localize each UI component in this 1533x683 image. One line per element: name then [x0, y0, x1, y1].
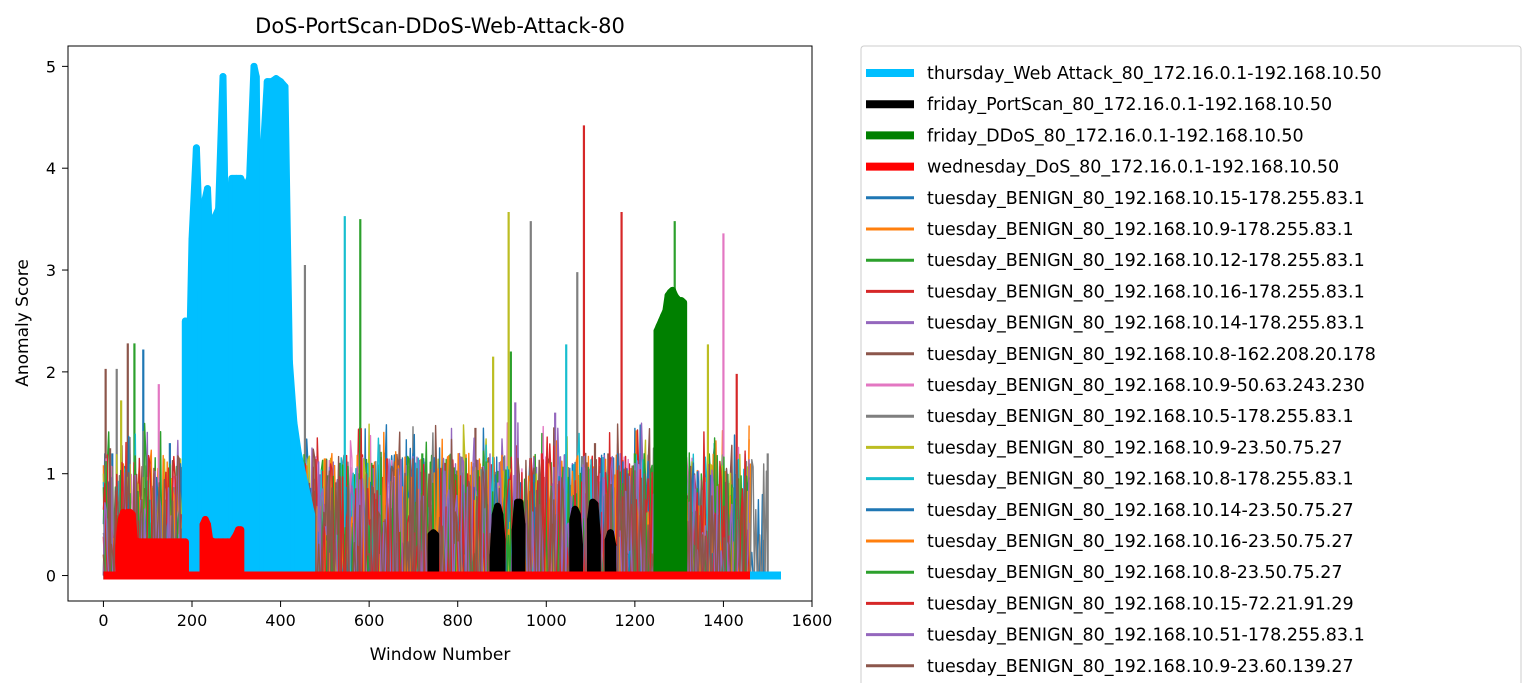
legend-label: thursday_Web Attack_80_172.16.0.1-192.16…: [927, 64, 1382, 84]
y-axis-ticks: 0 1 2 3 4 5: [46, 57, 68, 586]
legend-entry: tuesday_BENIGN_80_192.168.10.16-178.255.…: [866, 282, 1365, 302]
legend-entry: friday_PortScan_80_172.16.0.1-192.168.10…: [866, 95, 1332, 115]
y-tick-label: 2: [46, 363, 56, 382]
legend-entry: tuesday_BENIGN_80_192.168.10.15-72.21.91…: [866, 594, 1354, 614]
plot-area: [102, 62, 781, 580]
legend-entry: tuesday_BENIGN_80_192.168.10.14-178.255.…: [866, 314, 1365, 334]
y-axis-label: Anomaly Score: [13, 259, 33, 387]
legend-label: tuesday_BENIGN_80_192.168.10.8-23.50.75.…: [927, 563, 1342, 583]
legend-entry: tuesday_BENIGN_80_192.168.10.51-178.255.…: [866, 626, 1365, 646]
legend-entry: tuesday_BENIGN_80_192.168.10.9-23.50.75.…: [866, 438, 1342, 458]
legend-label: tuesday_BENIGN_80_192.168.10.9-23.60.139…: [927, 657, 1354, 677]
x-tick-label: 1200: [614, 611, 655, 630]
legend-entry: tuesday_BENIGN_80_192.168.10.9-50.63.243…: [866, 376, 1365, 396]
legend-entry: tuesday_BENIGN_80_192.168.10.8-23.50.75.…: [866, 563, 1342, 583]
y-tick-label: 4: [46, 159, 56, 178]
x-tick-label: 1400: [703, 611, 744, 630]
legend-entry: friday_DDoS_80_172.16.0.1-192.168.10.50: [866, 126, 1304, 146]
chart-title: DoS-PortScan-DDoS-Web-Attack-80: [255, 14, 625, 38]
legend-label: tuesday_BENIGN_80_192.168.10.14-178.255.…: [927, 314, 1365, 334]
legend-entry: thursday_Web Attack_80_172.16.0.1-192.16…: [866, 64, 1382, 84]
legend-entry: tuesday_BENIGN_80_192.168.10.14-23.50.75…: [866, 501, 1354, 521]
legend-entry: tuesday_BENIGN_80_192.168.10.15-178.255.…: [866, 189, 1365, 209]
legend-label: tuesday_BENIGN_80_192.168.10.15-72.21.91…: [927, 594, 1354, 614]
legend-label: tuesday_BENIGN_80_192.168.10.51-178.255.…: [927, 626, 1365, 646]
x-axis-label: Window Number: [370, 645, 511, 665]
legend-label: tuesday_BENIGN_80_192.168.10.14-23.50.75…: [927, 501, 1354, 521]
x-tick-label: 200: [177, 611, 208, 630]
x-tick-label: 600: [354, 611, 385, 630]
legend-label: tuesday_BENIGN_80_192.168.10.15-178.255.…: [927, 189, 1365, 209]
legend: thursday_Web Attack_80_172.16.0.1-192.16…: [860, 45, 1522, 683]
x-tick-label: 0: [98, 611, 108, 630]
y-tick-label: 0: [46, 567, 56, 586]
x-tick-label: 1600: [792, 611, 833, 630]
legend-entry: tuesday_BENIGN_80_192.168.10.16-23.50.75…: [866, 532, 1354, 552]
x-axis-ticks: 0 200 400 600 800 1000 1200 1400 1600: [98, 601, 832, 630]
y-tick-label: 5: [46, 57, 56, 76]
legend-frame: [860, 45, 1522, 683]
y-tick-label: 3: [46, 261, 56, 280]
legend-entry: tuesday_BENIGN_80_192.168.10.8-178.255.8…: [866, 470, 1354, 490]
x-tick-label: 800: [442, 611, 473, 630]
legend-entry: tuesday_BENIGN_80_192.168.10.5-178.255.8…: [866, 407, 1354, 427]
legend-label: tuesday_BENIGN_80_192.168.10.9-178.255.8…: [927, 220, 1354, 240]
legend-label: tuesday_BENIGN_80_192.168.10.16-23.50.75…: [927, 532, 1354, 552]
legend-entry: wednesday_DoS_80_172.16.0.1-192.168.10.5…: [866, 158, 1339, 178]
legend-label: tuesday_BENIGN_80_192.168.10.16-178.255.…: [927, 282, 1365, 302]
legend-label: tuesday_BENIGN_80_192.168.10.9-50.63.243…: [927, 376, 1365, 396]
legend-label: wednesday_DoS_80_172.16.0.1-192.168.10.5…: [927, 158, 1339, 178]
plot-frame: [67, 45, 813, 602]
legend-entry: tuesday_BENIGN_80_192.168.10.9-23.60.139…: [866, 657, 1354, 677]
legend-entry: tuesday_BENIGN_80_192.168.10.12-178.255.…: [866, 251, 1365, 271]
legend-label: tuesday_BENIGN_80_192.168.10.8-162.208.2…: [927, 345, 1376, 365]
x-tick-label: 1000: [526, 611, 567, 630]
legend-label: tuesday_BENIGN_80_192.168.10.12-178.255.…: [927, 251, 1365, 271]
legend-label: friday_DDoS_80_172.16.0.1-192.168.10.50: [927, 126, 1304, 146]
legend-label: tuesday_BENIGN_80_192.168.10.9-23.50.75.…: [927, 438, 1342, 458]
legend-label: tuesday_BENIGN_80_192.168.10.5-178.255.8…: [927, 407, 1354, 427]
y-tick-label: 1: [46, 465, 56, 484]
legend-entry: tuesday_BENIGN_80_192.168.10.9-178.255.8…: [866, 220, 1354, 240]
legend-label: friday_PortScan_80_172.16.0.1-192.168.10…: [927, 95, 1332, 115]
legend-entry: tuesday_BENIGN_80_192.168.10.8-162.208.2…: [866, 345, 1376, 365]
x-tick-label: 400: [265, 611, 296, 630]
legend-label: tuesday_BENIGN_80_192.168.10.8-178.255.8…: [927, 470, 1354, 490]
